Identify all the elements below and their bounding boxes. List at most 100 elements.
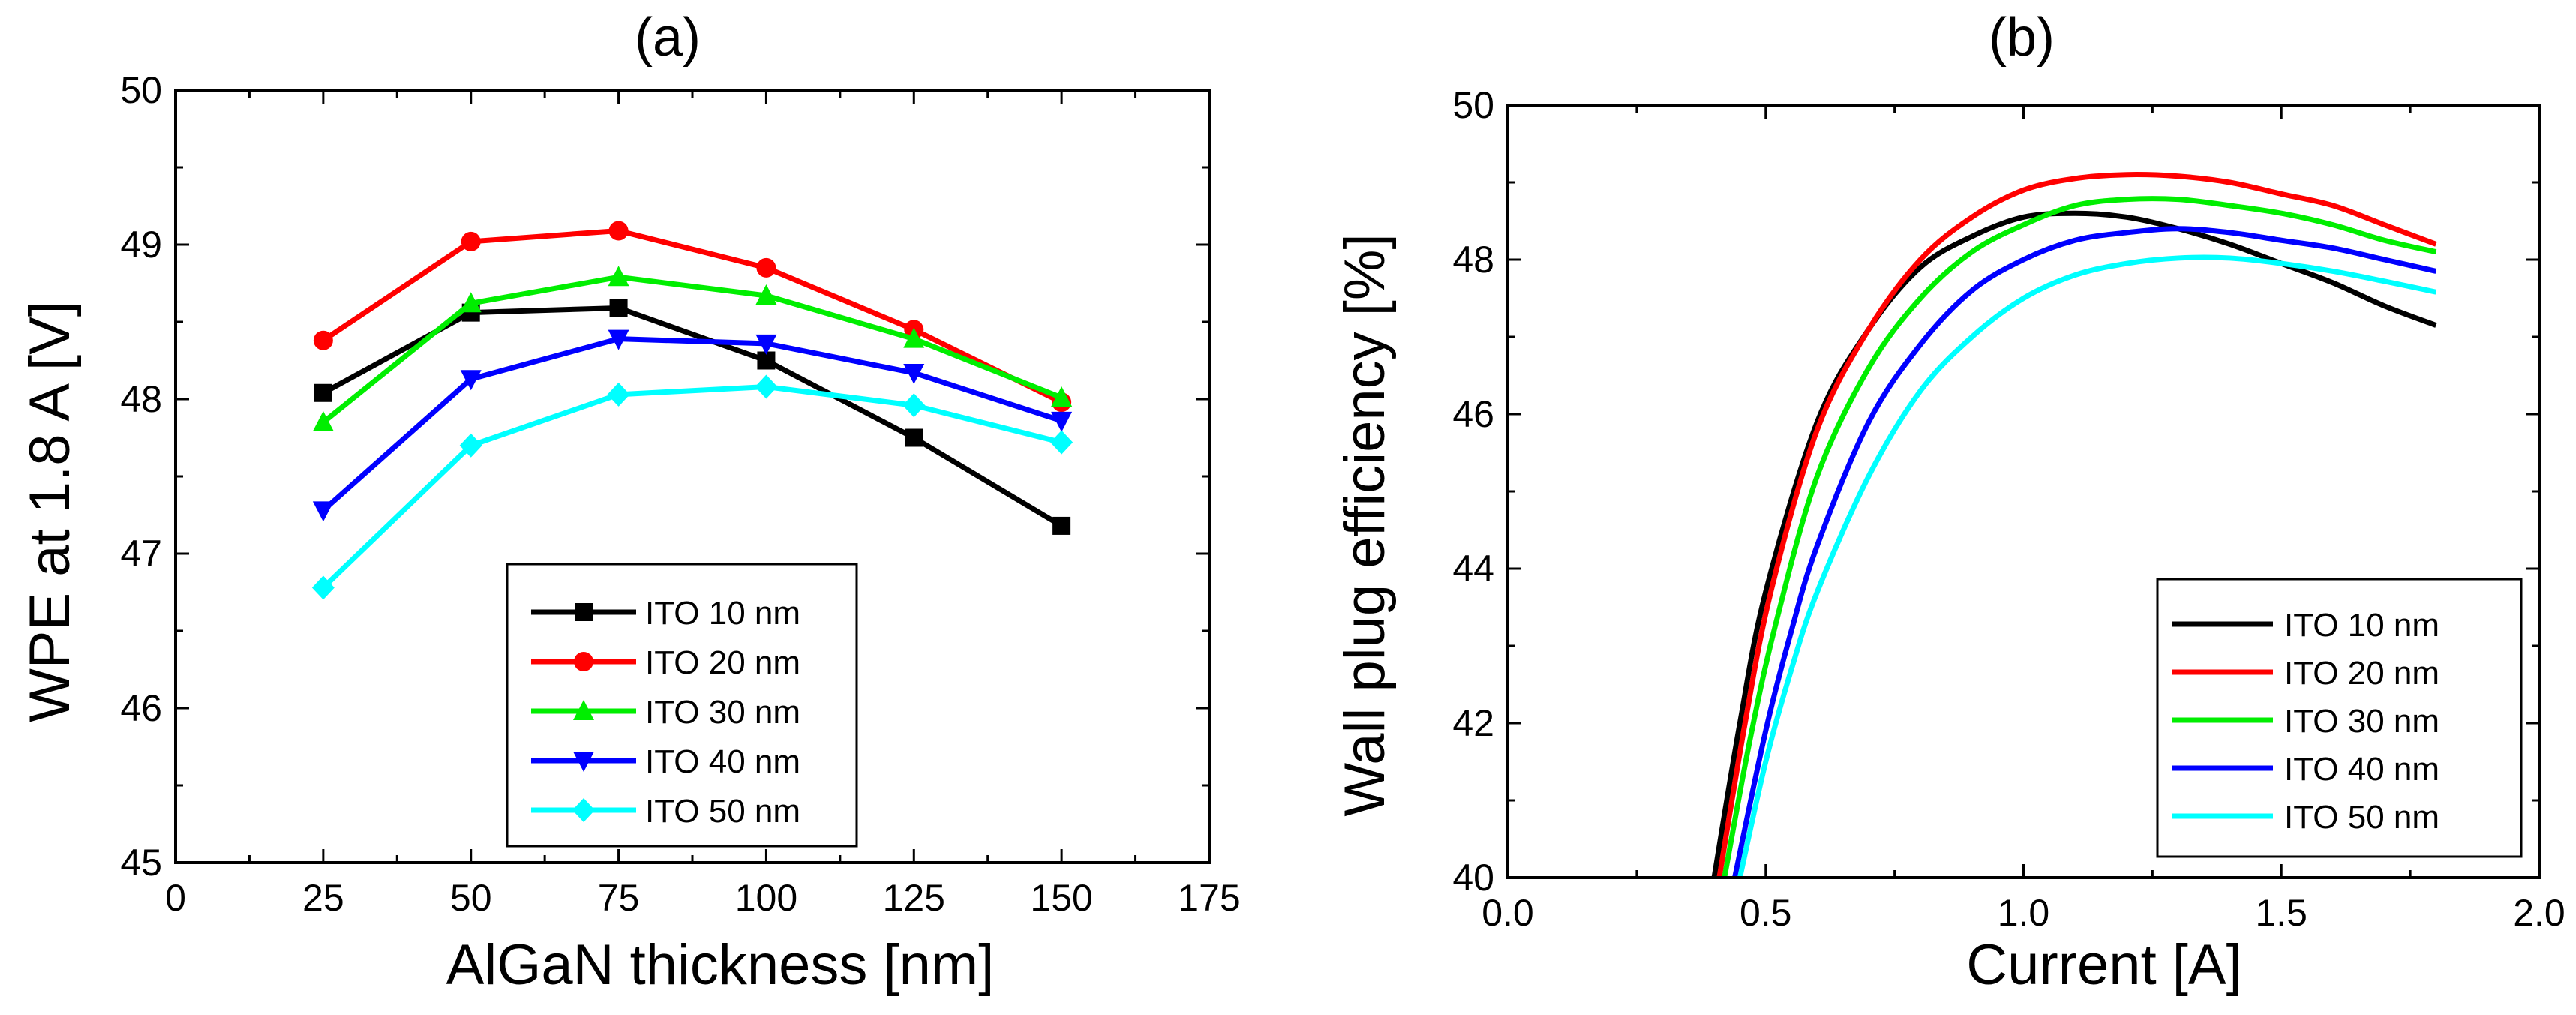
data-point-ito-30-nm-50 — [460, 292, 482, 313]
legend-item-ito-40-nm: ITO 40 nm — [531, 743, 800, 780]
data-point-ito-40-nm-125 — [903, 363, 925, 384]
data-point-ito-30-nm-125 — [903, 327, 925, 348]
data-point-ito-40-nm-75 — [608, 329, 629, 350]
chart-b-ylabel: Wall plug efficiency [%] — [1333, 233, 1397, 816]
legend-marker — [575, 603, 593, 621]
x-tick-label: 0.5 — [1740, 892, 1792, 934]
legend-marker — [572, 798, 595, 822]
data-point-ito-20-nm-25 — [313, 330, 333, 350]
data-point-ito-10-nm-75 — [609, 299, 628, 317]
x-tick-label: 175 — [1178, 877, 1240, 919]
legend-marker — [573, 752, 594, 772]
y-tick-label: 46 — [1452, 393, 1494, 435]
series-curve-ito-30-nm — [1722, 196, 2437, 878]
x-tick-label: 2.0 — [2513, 892, 2565, 934]
legend-item-ito-50-nm: ITO 50 nm — [2172, 799, 2439, 836]
data-point-ito-50-nm-125 — [902, 393, 926, 418]
y-tick-label: 49 — [120, 224, 162, 266]
data-point-ito-20-nm-75 — [608, 221, 629, 241]
data-point-ito-10-nm-150 — [1052, 516, 1071, 535]
data-point-ito-30-nm-75 — [608, 266, 629, 287]
chart-a-wpe-vs-thickness: (a) AlGaN thickness [nm] WPE at 1.8 A [V… — [18, 8, 1241, 997]
series-line-ito-40-nm — [321, 336, 1063, 512]
y-tick-label: 48 — [120, 378, 162, 420]
chart-a-frame — [174, 89, 1211, 864]
data-point-ito-40-nm-25 — [312, 501, 334, 522]
series-curve-ito-40-nm — [1732, 226, 2437, 878]
series-line-ito-50-nm — [321, 384, 1062, 590]
chart-b-xlabel: Current [A] — [1966, 933, 2241, 997]
y-tick-label: 45 — [120, 842, 162, 884]
chart-a-xlabel: AlGaN thickness [nm] — [446, 933, 995, 997]
legend-item-ito-40-nm: ITO 40 nm — [2172, 751, 2439, 788]
y-tick-label: 46 — [120, 687, 162, 729]
series-ito-20-nm — [313, 221, 1072, 413]
x-tick-label: 1.5 — [2255, 892, 2307, 934]
data-point-ito-20-nm-50 — [461, 231, 481, 251]
chart-b-wpe-vs-current: (b) Current [A] Wall plug efficiency [%]… — [1333, 8, 2565, 997]
data-point-ito-50-nm-25 — [311, 575, 335, 600]
data-point-ito-50-nm-100 — [755, 374, 778, 399]
x-tick-label: 50 — [450, 877, 492, 919]
legend-label: ITO 20 nm — [2284, 655, 2439, 692]
legend-item-ito-50-nm: ITO 50 nm — [531, 793, 800, 830]
y-tick-label: 50 — [120, 69, 162, 111]
y-tick-label: 50 — [1452, 84, 1494, 126]
series-curve-ito-20-nm — [1716, 172, 2437, 878]
data-point-ito-30-nm-25 — [312, 410, 334, 431]
data-point-ito-50-nm-75 — [607, 382, 630, 407]
data-point-ito-10-nm-125 — [905, 428, 923, 447]
legend-label: ITO 50 nm — [645, 793, 800, 830]
x-tick-label: 100 — [735, 877, 797, 919]
chart-a-title: (a) — [635, 8, 701, 68]
legend-item-ito-10-nm: ITO 10 nm — [531, 595, 800, 632]
data-point-ito-20-nm-100 — [756, 257, 776, 278]
legend-item-ito-10-nm: ITO 10 nm — [2172, 607, 2439, 644]
legend-label: ITO 20 nm — [645, 644, 800, 681]
legend-item-ito-20-nm: ITO 20 nm — [531, 644, 800, 681]
x-tick-label: 0 — [165, 877, 186, 919]
data-point-ito-10-nm-25 — [314, 383, 332, 402]
x-tick-label: 25 — [302, 877, 344, 919]
legend-label: ITO 10 nm — [2284, 607, 2439, 644]
legend-label: ITO 50 nm — [2284, 799, 2439, 836]
chart-b-legend: ITO 10 nm ITO 20 nm ITO 30 nm ITO 40 nm ITO … — [2156, 578, 2523, 858]
legend-label: ITO 30 nm — [2284, 703, 2439, 740]
legend-label: ITO 40 nm — [645, 743, 800, 780]
y-tick-label: 44 — [1452, 548, 1494, 590]
x-tick-label: 150 — [1030, 877, 1092, 919]
legend-marker — [574, 652, 593, 671]
chart-a-ylabel: WPE at 1.8 A [V] — [18, 301, 82, 722]
chart-b-frame — [1506, 104, 2541, 879]
legend-item-ito-30-nm: ITO 30 nm — [531, 694, 800, 731]
chart-b-title: (b) — [1989, 8, 2055, 68]
y-tick-label: 48 — [1452, 239, 1494, 281]
data-point-ito-40-nm-100 — [755, 334, 777, 355]
x-tick-label: 125 — [883, 877, 945, 919]
data-point-ito-50-nm-150 — [1050, 430, 1073, 455]
chart-a-legend: ITO 10 nm ITO 20 nm ITO 30 nm ITO 40 nm ITO … — [506, 563, 858, 848]
legend-label: ITO 40 nm — [2284, 751, 2439, 788]
data-point-ito-30-nm-150 — [1051, 386, 1073, 407]
series-line-ito-30-nm — [321, 274, 1063, 425]
series-ito-40-nm — [312, 329, 1073, 522]
y-tick-label: 42 — [1452, 702, 1494, 744]
legend-item-ito-20-nm: ITO 20 nm — [2172, 655, 2439, 692]
x-tick-label: 0.0 — [1482, 892, 1534, 934]
legend-item-ito-30-nm: ITO 30 nm — [2172, 703, 2439, 740]
y-tick-label: 40 — [1452, 857, 1494, 899]
data-point-ito-40-nm-150 — [1051, 411, 1073, 432]
x-tick-label: 75 — [598, 877, 640, 919]
data-point-ito-30-nm-100 — [755, 284, 777, 305]
series-ito-30-nm — [312, 266, 1073, 431]
data-point-ito-50-nm-50 — [459, 433, 482, 458]
series-ito-50-nm — [311, 374, 1073, 600]
data-point-ito-40-nm-50 — [460, 370, 482, 391]
x-tick-label: 1.0 — [1998, 892, 2050, 934]
legend-marker — [573, 700, 594, 720]
series-line-ito-20-nm — [321, 227, 1063, 405]
legend-label: ITO 30 nm — [645, 694, 800, 731]
series-curve-ito-50-nm — [1737, 254, 2437, 878]
y-tick-label: 47 — [120, 533, 162, 575]
